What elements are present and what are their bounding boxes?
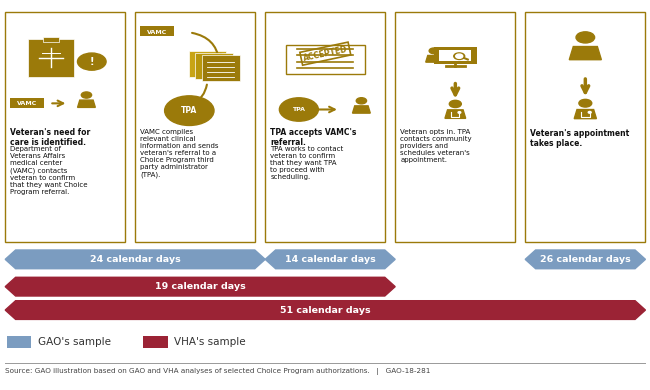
Text: 26 calendar days: 26 calendar days	[540, 255, 630, 264]
Polygon shape	[5, 250, 265, 269]
Circle shape	[588, 112, 592, 113]
Text: Department of
Veterans Affairs
medical center
(VAMC) contacts
veteran to confirm: Department of Veterans Affairs medical c…	[10, 146, 88, 195]
Polygon shape	[265, 250, 395, 269]
FancyBboxPatch shape	[285, 45, 365, 74]
Text: 24 calendar days: 24 calendar days	[90, 255, 181, 264]
Text: TPA: TPA	[292, 107, 306, 112]
FancyBboxPatch shape	[202, 55, 240, 81]
FancyBboxPatch shape	[6, 336, 31, 348]
Circle shape	[458, 112, 461, 113]
Text: 19 calendar days: 19 calendar days	[155, 282, 246, 291]
FancyBboxPatch shape	[525, 12, 645, 242]
Polygon shape	[574, 110, 597, 119]
FancyBboxPatch shape	[135, 12, 255, 242]
Text: GAO's sample: GAO's sample	[38, 337, 111, 347]
Text: TPA accepts VAMC's
referral.: TPA accepts VAMC's referral.	[270, 128, 357, 147]
Circle shape	[356, 98, 367, 104]
Circle shape	[454, 53, 465, 59]
Polygon shape	[352, 106, 370, 113]
Polygon shape	[5, 277, 395, 296]
Polygon shape	[77, 100, 96, 107]
Polygon shape	[525, 250, 645, 269]
Circle shape	[579, 99, 592, 107]
Circle shape	[77, 53, 106, 70]
FancyBboxPatch shape	[439, 50, 471, 61]
Text: TPA: TPA	[181, 106, 198, 115]
Circle shape	[280, 98, 318, 121]
Circle shape	[164, 96, 214, 126]
Text: 14 calendar days: 14 calendar days	[285, 255, 376, 264]
Text: VAMC: VAMC	[147, 30, 168, 35]
Text: VAMC compiles
relevant clinical
information and sends
veteran's referral to a
Ch: VAMC compiles relevant clinical informat…	[140, 129, 219, 177]
Text: VHA's sample: VHA's sample	[174, 337, 246, 347]
Text: Veteran opts in. TPA
contacts community
providers and
schedules veteran's
appoin: Veteran opts in. TPA contacts community …	[400, 129, 472, 163]
Text: 51 calendar days: 51 calendar days	[280, 305, 370, 315]
FancyBboxPatch shape	[143, 336, 168, 348]
FancyBboxPatch shape	[195, 53, 233, 79]
Circle shape	[456, 54, 463, 58]
Polygon shape	[445, 110, 465, 118]
FancyBboxPatch shape	[44, 37, 58, 42]
FancyBboxPatch shape	[5, 12, 125, 242]
Text: Veteran's appointment
takes place.: Veteran's appointment takes place.	[530, 129, 630, 149]
FancyBboxPatch shape	[434, 46, 477, 64]
Circle shape	[429, 48, 439, 54]
FancyBboxPatch shape	[10, 98, 44, 108]
FancyBboxPatch shape	[265, 12, 385, 242]
Text: !: !	[90, 57, 94, 67]
FancyBboxPatch shape	[140, 26, 174, 36]
Polygon shape	[5, 301, 645, 319]
Text: VAMC: VAMC	[17, 101, 38, 106]
FancyBboxPatch shape	[395, 12, 515, 242]
FancyBboxPatch shape	[188, 51, 226, 77]
Circle shape	[81, 92, 92, 98]
FancyBboxPatch shape	[28, 39, 74, 77]
Circle shape	[449, 100, 462, 108]
Text: Veteran's need for
care is identified.: Veteran's need for care is identified.	[10, 128, 90, 147]
Text: Source: GAO illustration based on GAO and VHA analyses of selected Choice Progra: Source: GAO illustration based on GAO an…	[5, 368, 430, 375]
Circle shape	[576, 32, 595, 43]
Polygon shape	[426, 55, 442, 62]
Polygon shape	[569, 46, 601, 60]
Text: TPA works to contact
veteran to confirm
that they want TPA
to proceed with
sched: TPA works to contact veteran to confirm …	[270, 146, 344, 180]
Text: ACCEPTED: ACCEPTED	[302, 44, 348, 63]
